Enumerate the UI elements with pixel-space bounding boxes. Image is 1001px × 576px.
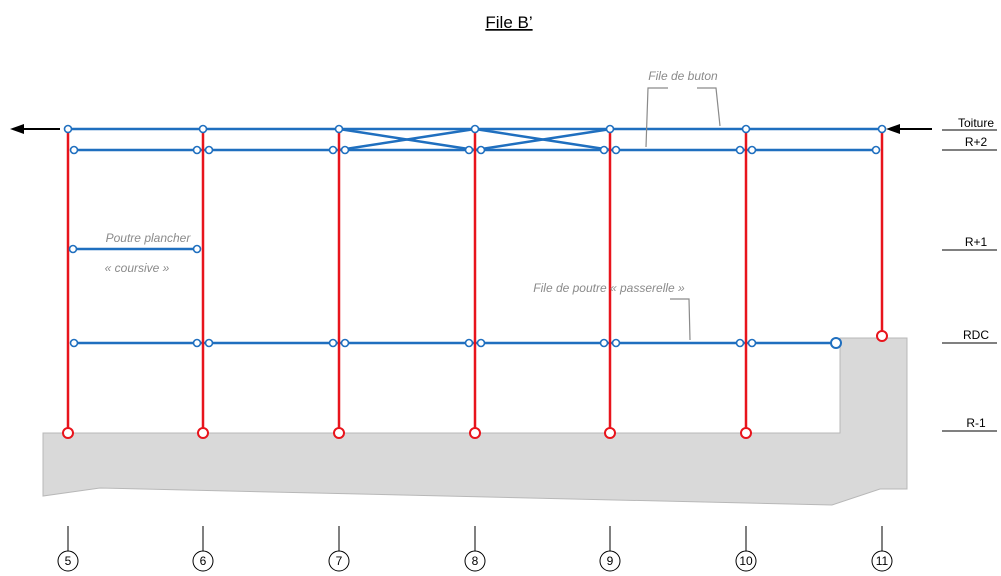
leader-passerelle	[670, 298, 691, 341]
beam-node-r2-left	[328, 145, 338, 155]
beam-node-r2-left	[871, 145, 881, 155]
axis-9-label: 9	[607, 554, 614, 568]
beam-node-r2-left	[464, 145, 474, 155]
beam-node-rdc-right	[340, 338, 350, 348]
beam-node-rdc-left	[464, 338, 474, 348]
beam-node-r2-right	[611, 145, 621, 155]
axis-6-label: 6	[200, 554, 207, 568]
axis-8-label: 8	[472, 554, 479, 568]
level-label-r1: R+1	[965, 235, 988, 249]
beam-node-rdc-left	[192, 338, 202, 348]
columns	[66, 129, 884, 433]
beam-node-rdc-right	[69, 338, 79, 348]
beam-nodes	[63, 124, 887, 349]
leader-buton-2	[697, 87, 721, 127]
base-node-axis-6	[197, 427, 209, 439]
beam-node-rdc-left	[735, 338, 745, 348]
beam-node-r2-right	[476, 145, 486, 155]
beam-node-r2-left	[192, 145, 202, 155]
leader-buton-1	[645, 87, 668, 148]
beam-node-rdc-right	[747, 338, 757, 348]
axis-9-bubble	[599, 550, 621, 572]
bracing-bay-7-8-b	[338, 127, 476, 152]
beam-node-toiture	[198, 124, 208, 134]
column-bases	[62, 330, 888, 439]
beam-node-toiture	[334, 124, 344, 134]
level-markers: Toiture R+2 R+1 RDC R-1	[942, 116, 997, 432]
level-label-rm1: R-1	[966, 416, 986, 430]
diagram-title: File B’	[485, 13, 532, 32]
base-node-axis-11	[876, 330, 888, 342]
level-label-toiture: Toiture	[958, 116, 994, 130]
axis-6-bubble	[192, 550, 214, 572]
beam-node-toiture	[741, 124, 751, 134]
beam-node-r2-right	[204, 145, 214, 155]
annotation-leaders	[645, 87, 721, 341]
beam-node-rdc-right	[204, 338, 214, 348]
bracing-bay-8-9-b	[474, 127, 612, 152]
arrow-left-head	[10, 124, 24, 134]
axis-7-bubble	[328, 550, 350, 572]
beam-node-passerelle-end	[830, 337, 842, 349]
beam-node-r2-left	[735, 145, 745, 155]
axis-7-label: 7	[336, 554, 343, 568]
beam-node-rdc-left	[328, 338, 338, 348]
level-label-rdc: RDC	[963, 328, 989, 342]
beam-node-coursive-right	[192, 244, 202, 254]
base-node-axis-7	[333, 427, 345, 439]
beam-node-coursive-left	[68, 244, 78, 254]
axis-10-label: 10	[739, 554, 753, 568]
axis-11-bubble	[871, 550, 893, 572]
axis-10-bubble	[735, 550, 757, 572]
arrow-right-head	[886, 124, 900, 134]
level-label-r2: R+2	[965, 135, 988, 149]
beam-node-toiture	[63, 124, 73, 134]
beam-node-toiture	[877, 124, 887, 134]
beam-node-r2-right	[747, 145, 757, 155]
beam-node-r2-left	[599, 145, 609, 155]
annotation-file-de-buton: File de buton	[648, 69, 718, 83]
beam-node-toiture	[470, 124, 480, 134]
beam-node-toiture	[605, 124, 615, 134]
beam-node-rdc-right	[476, 338, 486, 348]
annotation-poutre-plancher: Poutre plancher	[106, 231, 192, 245]
beam-node-r2-right	[69, 145, 79, 155]
base-node-axis-9	[604, 427, 616, 439]
base-node-axis-5	[62, 427, 74, 439]
beam-node-rdc-right	[611, 338, 621, 348]
base-node-axis-8	[469, 427, 481, 439]
annotation-poutre-passerelle: File de poutre « passerelle »	[533, 281, 685, 295]
beam-node-r2-right	[340, 145, 350, 155]
grid-axis-markers: 5 6 7 8 9 10 11	[57, 526, 893, 572]
base-node-axis-10	[740, 427, 752, 439]
axis-11-label: 11	[876, 554, 889, 568]
beam-node-rdc-left	[599, 338, 609, 348]
axis-5-label: 5	[65, 554, 72, 568]
annotation-coursive: « coursive »	[105, 261, 170, 275]
axis-8-bubble	[464, 550, 486, 572]
axis-5-bubble	[57, 550, 79, 572]
foundation-slab	[42, 337, 908, 506]
load-arrows	[10, 124, 932, 134]
